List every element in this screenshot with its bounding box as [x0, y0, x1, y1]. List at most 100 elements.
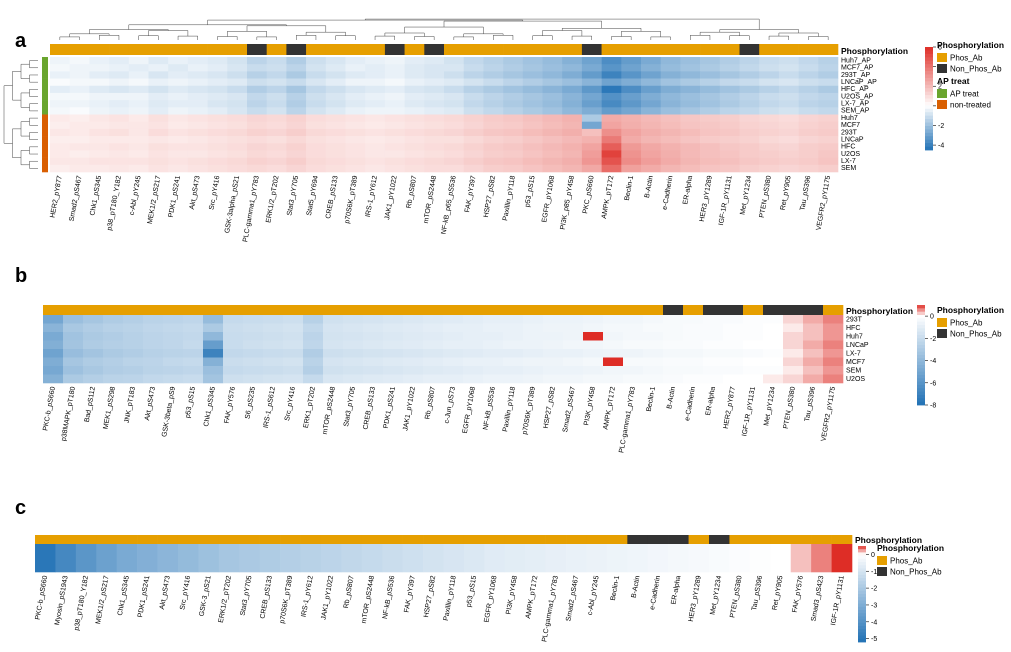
- heatmap-cell: [286, 136, 307, 144]
- heatmap-cell: [759, 121, 780, 130]
- heatmap-cell: [286, 78, 307, 87]
- heatmap-cell: [739, 143, 760, 151]
- heatmap-cell: [382, 544, 403, 573]
- column-label: HER3_pY1289: [699, 175, 714, 222]
- heatmap-cell: [83, 315, 104, 324]
- heatmap-cell: [503, 64, 524, 72]
- heatmap-cell: [89, 136, 110, 144]
- heatmap-cell: [183, 323, 204, 333]
- legend-label: Phos_Ab: [950, 54, 983, 63]
- heatmap-cell: [403, 323, 424, 333]
- colorbar-segment: [925, 108, 933, 113]
- heatmap-cell: [187, 57, 208, 65]
- heatmap-cell: [719, 92, 740, 101]
- heatmap-cell: [96, 544, 118, 573]
- heatmap-cell: [523, 366, 544, 375]
- heatmap-cell: [227, 64, 248, 72]
- heatmap-cell: [503, 332, 524, 341]
- heatmap-cell: [345, 78, 366, 87]
- row-group-cell: [42, 128, 48, 137]
- heatmap-cell: [266, 64, 287, 72]
- heatmap-cell: [503, 57, 524, 65]
- column-label: Stat3_pY705: [286, 175, 300, 216]
- annotation-cell: [325, 44, 346, 55]
- heatmap-cell: [562, 121, 583, 130]
- heatmap-cell: [168, 100, 189, 108]
- heatmap-cell: [345, 164, 366, 173]
- column-label: Akt_pS473: [189, 175, 202, 210]
- heatmap-cell: [798, 143, 819, 151]
- heatmap-cell: [523, 340, 544, 350]
- heatmap-cell: [266, 128, 287, 137]
- heatmap-cell: [207, 121, 228, 130]
- heatmap-cell: [148, 92, 169, 101]
- heatmap-cell: [404, 57, 425, 65]
- heatmap-cell: [148, 150, 169, 158]
- column-label: Bad_pS112: [84, 386, 97, 423]
- heatmap-cell: [345, 143, 366, 151]
- row-group-cell: [42, 136, 48, 144]
- column-label: p53_pS15: [524, 175, 536, 208]
- dendrogram-branch: [493, 35, 514, 40]
- dendrogram-branch: [20, 92, 30, 108]
- heatmap-cell: [89, 121, 110, 130]
- heatmap-cell: [719, 128, 740, 137]
- heatmap-cell: [306, 57, 327, 65]
- heatmap-cell: [542, 143, 563, 151]
- annotation-cell: [583, 305, 604, 315]
- annotation-cell: [770, 535, 792, 544]
- heatmap-cell: [660, 85, 681, 94]
- heatmap-cell: [283, 357, 304, 367]
- heatmap-cell: [503, 157, 524, 166]
- colorbar-segment: [925, 129, 933, 134]
- heatmap-cell: [660, 136, 681, 144]
- heatmap-cell: [663, 366, 684, 375]
- heatmap-cell: [207, 92, 228, 101]
- heatmap-cell: [247, 164, 267, 173]
- heatmap-cell: [227, 107, 248, 115]
- annotation-cell: [641, 44, 661, 55]
- heatmap-cell: [606, 544, 628, 573]
- heatmap-cell: [223, 374, 244, 384]
- heatmap-cell: [89, 71, 110, 79]
- heatmap-cell: [811, 544, 832, 573]
- heatmap-cell: [207, 128, 228, 137]
- heatmap-cell: [443, 340, 464, 350]
- heatmap-cell: [306, 157, 327, 166]
- heatmap-cell: [148, 121, 169, 130]
- column-label: GSK-3_pS21: [199, 575, 213, 617]
- heatmap-cell: [89, 57, 110, 65]
- heatmap-cell: [69, 143, 90, 151]
- heatmap-cell: [739, 150, 760, 158]
- heatmap-cell: [404, 92, 425, 101]
- heatmap-cell: [463, 57, 484, 65]
- heatmap-cell: [719, 100, 740, 108]
- heatmap-cell: [566, 544, 587, 573]
- heatmap-cell: [266, 121, 287, 130]
- heatmap-cell: [157, 544, 179, 573]
- heatmap-cell: [759, 78, 780, 87]
- heatmap-cell: [363, 332, 384, 341]
- heatmap-cell: [343, 374, 364, 384]
- heatmap-cell: [128, 157, 149, 166]
- heatmap-cell: [621, 57, 642, 65]
- colorbar-segment: [858, 594, 866, 598]
- heatmap-cell: [660, 157, 681, 166]
- heatmap-cell: [719, 164, 740, 173]
- heatmap-cell: [543, 366, 564, 375]
- heatmap-cell: [444, 78, 464, 87]
- heatmap-cell: [266, 100, 287, 108]
- heatmap-cell: [325, 128, 346, 137]
- heatmap-cell: [148, 57, 169, 65]
- column-label: MEK1/2_pS217: [95, 575, 110, 625]
- heatmap-cell: [563, 340, 584, 350]
- heatmap-cell: [343, 332, 364, 341]
- column-label: CREB_pS133: [259, 575, 273, 619]
- dendrogram-branch: [699, 31, 740, 36]
- annotation-cell: [778, 44, 799, 55]
- heatmap-cell: [361, 544, 383, 573]
- row-label: Huh7: [846, 333, 863, 340]
- colorbar-segment: [858, 568, 866, 572]
- heatmap-cell: [778, 85, 799, 94]
- colorbar-segment: [858, 578, 866, 582]
